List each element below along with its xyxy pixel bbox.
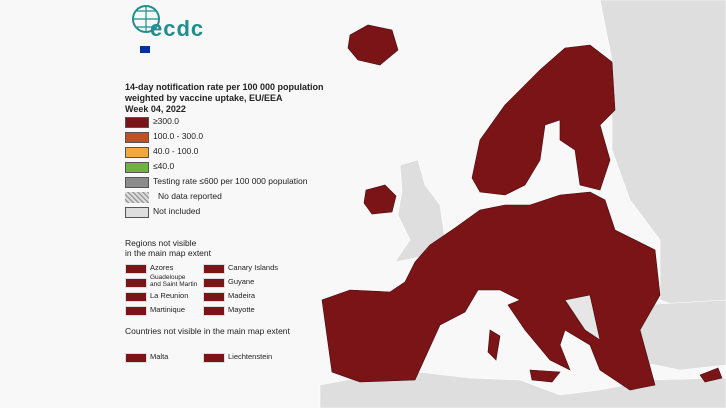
legend-label: 40.0 - 100.0	[153, 146, 199, 156]
legend-swatch	[125, 207, 149, 218]
non-included-land	[319, 0, 726, 408]
legend-title: 14-day notification rate per 100 000 pop…	[125, 82, 324, 92]
legend-label: Testing rate ≤600 per 100 000 population	[153, 176, 308, 186]
country-label: Liechtenstein	[228, 352, 273, 361]
region-label: Azores	[150, 263, 174, 272]
regions-title: Regions not visible	[125, 238, 197, 248]
region-label: Guadeloupe and Saint Martin	[150, 274, 198, 288]
countries-title: Countries not visible in the main map ex…	[125, 326, 290, 336]
region-label: Mayotte	[228, 305, 255, 314]
region-label: Madeira	[228, 291, 256, 300]
legend-swatch	[125, 177, 149, 188]
region-swatch	[203, 306, 225, 316]
legend-swatch	[125, 147, 149, 158]
legend-label: No data reported	[158, 191, 222, 201]
legend-swatch	[125, 192, 149, 203]
region-label: Guyane	[228, 277, 255, 286]
region-label: Canary Islands	[228, 263, 279, 272]
legend-title: weighted by vaccine uptake, EU/EEA	[125, 93, 283, 103]
regions-title: in the main map extent	[125, 248, 211, 258]
region-swatch	[203, 292, 225, 302]
legend-label: ≤40.0	[153, 161, 175, 171]
legend-label: ≥300.0	[153, 116, 179, 126]
included-countries	[321, 24, 723, 391]
logo	[132, 5, 160, 53]
country-swatch	[125, 353, 147, 363]
legend-label: 100.0 - 300.0	[153, 131, 204, 141]
legend-swatch	[125, 162, 149, 173]
region-swatch	[125, 292, 147, 302]
region-swatch	[125, 306, 147, 316]
region-swatch	[125, 264, 147, 274]
legend-swatch	[125, 132, 149, 143]
legend-swatch	[125, 117, 149, 128]
country-swatch	[203, 353, 225, 363]
country-label: Malta	[150, 352, 169, 361]
region-label: La Reunion	[150, 291, 189, 300]
region-swatch	[125, 278, 147, 288]
logo-text: ecdc	[150, 16, 205, 41]
legend-label: Not included	[153, 206, 201, 216]
region-swatch	[203, 264, 225, 274]
region-swatch	[203, 278, 225, 288]
region-label: Martinique	[150, 305, 186, 314]
legend-title: Week 04, 2022	[125, 104, 186, 114]
